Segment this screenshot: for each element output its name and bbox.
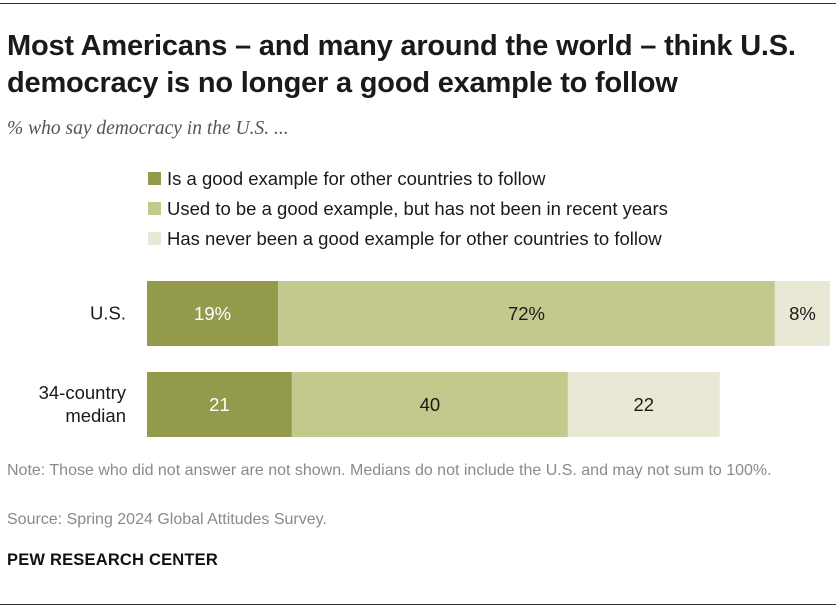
- bar-34-country-median-has-never-been: [567, 372, 720, 437]
- category-label-u-s: U.S.: [90, 303, 126, 324]
- top-rule: [0, 3, 836, 4]
- data-label-34-country-median-is-a-good: 21: [209, 394, 230, 415]
- category-label-34-country-median: 34-country median: [39, 382, 127, 426]
- bottom-rule: [0, 604, 836, 605]
- organization-name: PEW RESEARCH CENTER: [7, 551, 218, 569]
- legend-swatch-good-example: [148, 172, 161, 185]
- legend-swatch-used-to-be: [148, 202, 161, 215]
- data-label-u-s-has-never-been: 8%: [789, 303, 816, 324]
- bar-u-s-used-to-be: [278, 281, 775, 346]
- bar-34-country-median-is-a-good: [147, 372, 292, 437]
- chart-source: Source: Spring 2024 Global Attitudes Sur…: [7, 511, 327, 528]
- stacked-bar-chart: U.S. 19% 72% 8% 34-country median 21 40 22: [39, 281, 831, 437]
- legend-label-used-to-be: Used to be a good example, but has not b…: [167, 198, 668, 219]
- data-label-u-s-is-a-good: 19%: [194, 303, 231, 324]
- bar-34-country-median-used-to-be: [291, 372, 568, 437]
- bar-u-s-has-never-been: [774, 281, 831, 346]
- chart-subtitle: % who say democracy in the U.S. ...: [7, 118, 289, 139]
- data-label-34-country-median-used-to-be: 40: [420, 394, 441, 415]
- chart-note: Note: Those who did not answer are not s…: [7, 462, 772, 479]
- legend-label-good-example: Is a good example for other countries to…: [167, 168, 546, 189]
- legend-swatch-never: [148, 232, 161, 245]
- legend-label-never: Has never been a good example for other …: [167, 228, 662, 249]
- data-label-u-s-used-to-be: 72%: [508, 303, 545, 324]
- bar-u-s-is-a-good: [147, 281, 279, 346]
- data-label-34-country-median-has-never-been: 22: [634, 394, 655, 415]
- chart-title: Most Americans – and many around the wor…: [7, 30, 796, 99]
